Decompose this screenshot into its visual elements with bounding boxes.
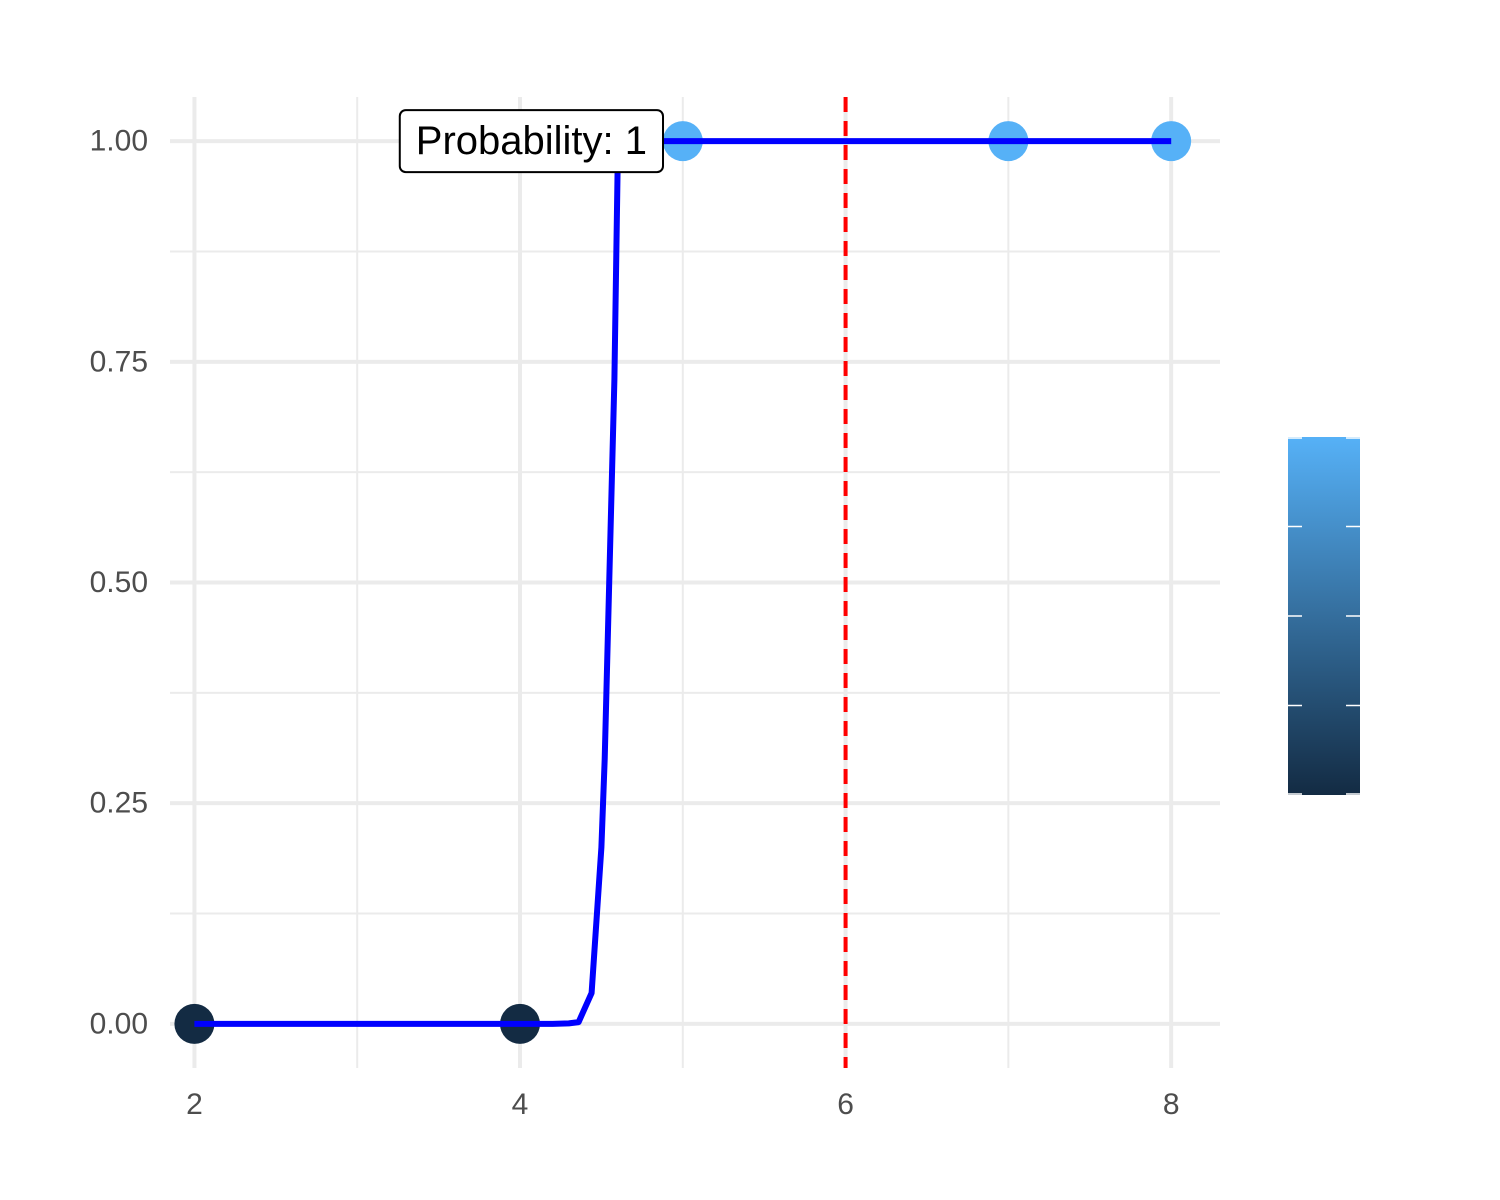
probability-curve-group (194, 138, 1172, 1027)
x-tick-label: 8 (1163, 1088, 1180, 1121)
y-tick-label: 0.00 (90, 1007, 148, 1040)
colorbar-legend (1288, 437, 1360, 795)
annotation-box (398, 109, 665, 174)
y-tick-label: 1.00 (90, 125, 148, 158)
x-tick-label: 2 (186, 1088, 203, 1121)
y-tick-label: 0.25 (90, 787, 148, 820)
x-axis-tick-labels: 2 4 6 8 (186, 1088, 1179, 1121)
y-tick-label: 0.75 (90, 345, 148, 378)
annotation-text: Probability: 1 (416, 119, 647, 163)
annotation-label: Probability: 1 (398, 109, 665, 174)
y-tick-label: 0.50 (90, 566, 148, 599)
x-tick-label: 4 (512, 1088, 529, 1121)
probability-curve (194, 138, 1172, 1027)
x-tick-label: 6 (837, 1088, 854, 1121)
grid-major-lines (170, 97, 1220, 1068)
y-axis-tick-labels: 0.00 0.25 0.50 0.75 1.00 (90, 125, 148, 1041)
grid-minor-lines (170, 97, 1220, 1068)
